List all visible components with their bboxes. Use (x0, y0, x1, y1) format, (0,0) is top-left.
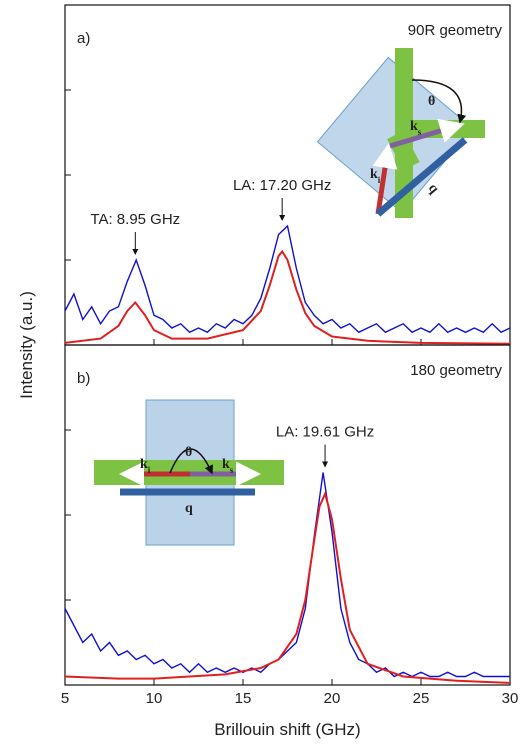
x-tick-label: 10 (146, 690, 163, 707)
annotation: TA: 8.95 GHz (90, 211, 180, 228)
inset-k: k (370, 167, 378, 182)
x-tick-label: 25 (413, 690, 430, 707)
plot-frame (64, 344, 511, 686)
data-line (64, 490, 511, 684)
annotation: LA: 17.20 GHz (233, 177, 331, 194)
inset-sub: i (148, 465, 151, 475)
x-axis-label: Brillouin shift (GHz) (214, 720, 360, 739)
plot-frame (64, 4, 511, 346)
data-line (64, 224, 511, 334)
inset-ki: ki (370, 167, 381, 185)
inset-ks: ks (222, 457, 234, 475)
x-tick-label: 15 (235, 690, 252, 707)
panel-label: b) (77, 370, 90, 387)
x-tick-label: 20 (324, 690, 341, 707)
inset-theta: θ (185, 445, 192, 460)
panel-title: 180 geometry (410, 362, 502, 379)
inset-sub: s (418, 127, 422, 137)
inset-sub: s (230, 465, 234, 475)
annotation: LA: 19.61 GHz (276, 424, 374, 441)
inset-diagram-a: θ q ki ks (316, 48, 485, 218)
panel-label: a) (77, 30, 90, 47)
inset-k: k (222, 457, 230, 472)
panel-title: 90R geometry (408, 22, 503, 39)
data-line (64, 249, 511, 345)
inset-ki: ki (140, 457, 151, 475)
x-tick-label: 30 (502, 690, 519, 707)
inset-ks: ks (410, 119, 422, 137)
inset-k: k (140, 457, 148, 472)
inset-q: q (425, 181, 442, 197)
inset-theta: θ (428, 94, 435, 109)
inset-diagram-b: θ q ki ks (94, 399, 284, 546)
inset-sub: i (378, 175, 381, 185)
y-axis-label: Intensity (a.u.) (17, 291, 36, 399)
data-line (64, 472, 510, 678)
inset-k: k (410, 119, 418, 134)
inset-q: q (185, 501, 193, 516)
x-tick-label: 5 (61, 690, 69, 707)
